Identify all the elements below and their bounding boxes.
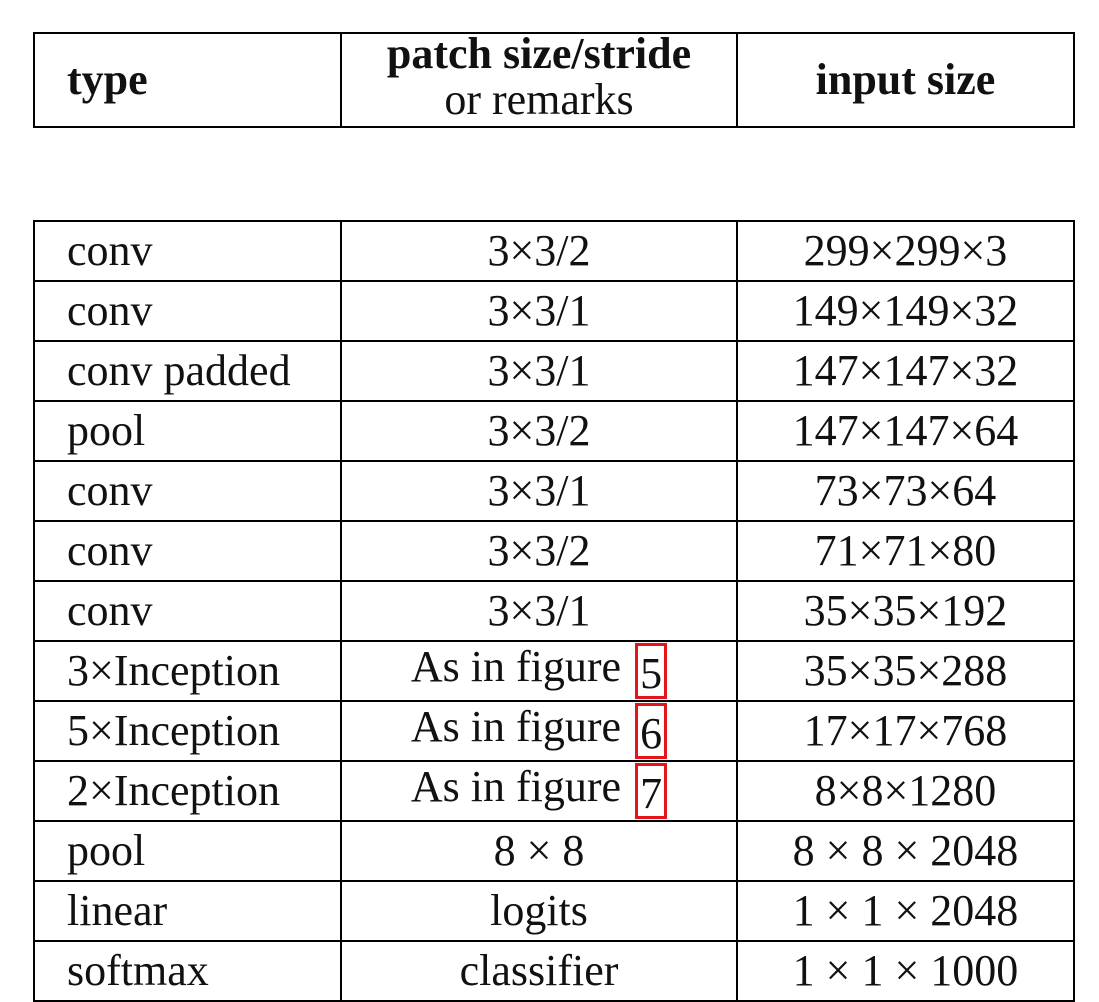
table-body: conv 3×3/2 299×299×3 conv 3×3/1 149×149×32 con… xyxy=(33,220,1075,1002)
figure-reference-link[interactable]: 5 xyxy=(635,643,668,699)
table-row: pool 3×3/2 147×147×64 xyxy=(33,400,1075,462)
cell-input-size: 35×35×288 xyxy=(736,640,1075,702)
cell-patch: 3×3/1 xyxy=(340,460,738,522)
cell-patch: 3×3/1 xyxy=(340,280,738,342)
header-row: type patch size/stride or remarks input … xyxy=(33,28,1075,128)
cell-input-size: 147×147×32 xyxy=(736,340,1075,402)
cell-type: conv xyxy=(33,580,342,642)
cell-patch: As in figure 5 xyxy=(340,640,738,702)
cell-type: conv xyxy=(33,280,342,342)
table-row: softmax classifier 1 × 1 × 1000 xyxy=(33,940,1075,1002)
table-row: conv 3×3/1 35×35×192 xyxy=(33,580,1075,642)
cell-patch: 3×3/1 xyxy=(340,340,738,402)
cell-input-size: 299×299×3 xyxy=(736,220,1075,282)
header-separator xyxy=(34,126,1074,222)
header-patch-line2: or remarks xyxy=(444,75,634,124)
table-row: conv padded 3×3/1 147×147×32 xyxy=(33,340,1075,402)
cell-input-size: 8 × 8 × 2048 xyxy=(736,820,1075,882)
cell-patch: 3×3/2 xyxy=(340,520,738,582)
figure-reference-link[interactable]: 7 xyxy=(635,763,668,819)
cell-patch: As in figure 7 xyxy=(340,760,738,822)
cell-patch: 3×3/1 xyxy=(340,580,738,642)
cell-type: pool xyxy=(33,820,342,882)
cell-patch: 8 × 8 xyxy=(340,820,738,882)
cell-patch: As in figure 6 xyxy=(340,700,738,762)
cell-type: conv xyxy=(33,520,342,582)
table-row: conv 3×3/2 299×299×3 xyxy=(33,220,1075,282)
cell-input-size: 17×17×768 xyxy=(736,700,1075,762)
cell-patch: logits xyxy=(340,880,738,942)
cell-input-size: 147×147×64 xyxy=(736,400,1075,462)
architecture-table: type patch size/stride or remarks input … xyxy=(33,28,1075,1002)
cell-type: pool xyxy=(33,400,342,462)
table-row: 5×Inception As in figure 6 17×17×768 xyxy=(33,700,1075,762)
cell-input-size: 1 × 1 × 2048 xyxy=(736,880,1075,942)
cell-patch-text: As in figure xyxy=(410,642,622,692)
cell-type: 3×Inception xyxy=(33,640,342,702)
cell-patch: classifier xyxy=(340,940,738,1002)
cell-type: softmax xyxy=(33,940,342,1002)
table-row: conv 3×3/2 71×71×80 xyxy=(33,520,1075,582)
cell-input-size: 149×149×32 xyxy=(736,280,1075,342)
header-type: type xyxy=(33,32,342,128)
cell-patch: 3×3/2 xyxy=(340,400,738,462)
table-row: 3×Inception As in figure 5 35×35×288 xyxy=(33,640,1075,702)
table-row: conv 3×3/1 73×73×64 xyxy=(33,460,1075,522)
cell-type: conv padded xyxy=(33,340,342,402)
header-patch-size: patch size/stride or remarks xyxy=(340,28,738,128)
cell-input-size: 73×73×64 xyxy=(736,460,1075,522)
header-input-size: input size xyxy=(736,32,1075,128)
table-row: linear logits 1 × 1 × 2048 xyxy=(33,880,1075,942)
header-patch-line1: patch size/stride xyxy=(386,28,692,78)
table-row: 2×Inception As in figure 7 8×8×1280 xyxy=(33,760,1075,822)
cell-input-size: 35×35×192 xyxy=(736,580,1075,642)
table-header: type patch size/stride or remarks input … xyxy=(33,28,1075,222)
cell-type: conv xyxy=(33,460,342,522)
table-row: conv 3×3/1 149×149×32 xyxy=(33,280,1075,342)
cell-type: 5×Inception xyxy=(33,700,342,762)
cell-input-size: 71×71×80 xyxy=(736,520,1075,582)
cell-input-size: 1 × 1 × 1000 xyxy=(736,940,1075,1002)
architecture-table-container: type patch size/stride or remarks input … xyxy=(33,28,1075,1002)
cell-type: conv xyxy=(33,220,342,282)
cell-patch-text: As in figure xyxy=(410,762,622,812)
cell-type: linear xyxy=(33,880,342,942)
figure-reference-link[interactable]: 6 xyxy=(635,703,668,759)
cell-type: 2×Inception xyxy=(33,760,342,822)
cell-patch: 3×3/2 xyxy=(340,220,738,282)
header-separator-cell xyxy=(34,126,1074,222)
cell-input-size: 8×8×1280 xyxy=(736,760,1075,822)
cell-patch-text: As in figure xyxy=(410,702,622,752)
